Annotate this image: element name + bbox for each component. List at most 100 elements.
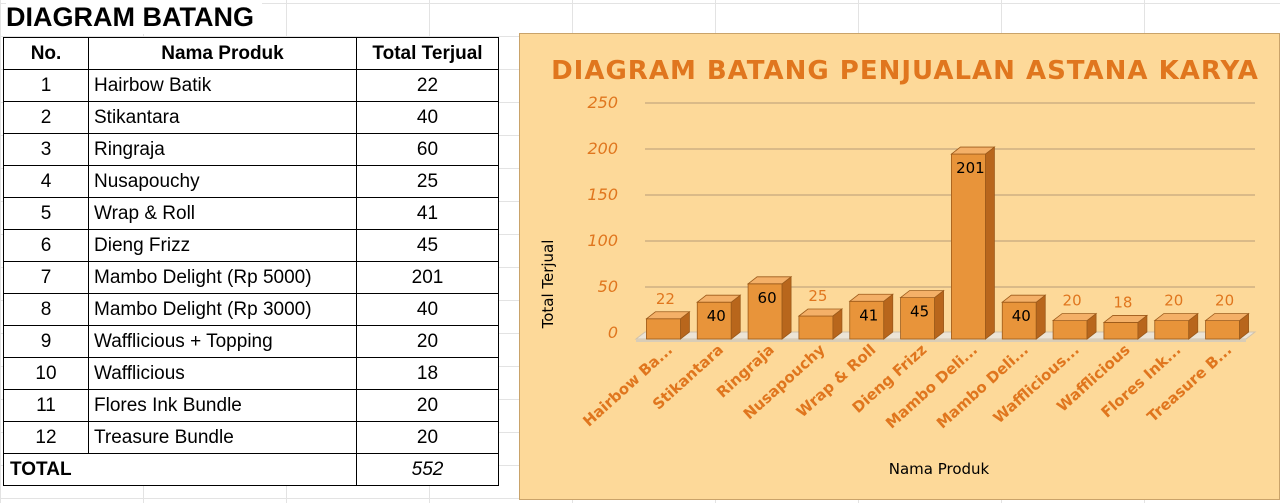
header-no[interactable]: No.	[3, 37, 89, 70]
header-total[interactable]: Total Terjual	[356, 37, 499, 70]
table-row: 2 Stikantara 40	[3, 101, 499, 134]
total-value[interactable]: 552	[356, 453, 499, 486]
x-tick-label: Mambo Deli...	[933, 341, 1032, 433]
bar-front	[951, 153, 986, 340]
y-tick-label: 250	[587, 93, 618, 112]
bar[interactable]	[645, 310, 691, 340]
cell-no[interactable]: 3	[3, 133, 89, 166]
cell-total[interactable]: 20	[356, 389, 499, 422]
category-labels: Hairbow Ba...StikantaraRingrajaNusapouch…	[579, 340, 1235, 432]
sheet-title: DIAGRAM BATANG	[6, 0, 262, 34]
bar[interactable]	[797, 308, 844, 340]
y-tick-label: 0	[608, 323, 618, 342]
cell-name[interactable]: Dieng Frizz	[88, 229, 357, 262]
table-header-row: No. Nama Produk Total Terjual	[3, 37, 499, 70]
cell-total[interactable]: 20	[356, 325, 499, 358]
data-label: 40	[707, 307, 726, 325]
cell-total[interactable]: 40	[356, 101, 499, 134]
cell-no[interactable]: 5	[3, 197, 89, 230]
data-label: 25	[808, 287, 827, 305]
cell-no[interactable]: 7	[3, 261, 89, 294]
bar-front	[849, 300, 885, 340]
data-label: 41	[859, 306, 878, 324]
bar[interactable]	[899, 289, 945, 340]
y-tick-label: 100	[587, 231, 618, 250]
y-tick-label: 50	[598, 277, 618, 296]
bar[interactable]	[696, 294, 742, 340]
cell-no[interactable]: 4	[3, 165, 89, 198]
cell-name[interactable]: Stikantara	[88, 101, 357, 134]
cell-total[interactable]: 22	[356, 69, 499, 102]
bar[interactable]	[848, 293, 894, 340]
cell-no[interactable]: 9	[3, 325, 89, 358]
cell-name[interactable]: Wafflicious	[88, 357, 357, 390]
bar[interactable]	[1051, 312, 1098, 340]
cell-no[interactable]: 2	[3, 101, 89, 134]
cell-no[interactable]: 1	[3, 69, 89, 102]
cell-total[interactable]: 20	[356, 421, 499, 454]
bar-side	[934, 289, 944, 340]
bar-front	[1205, 320, 1240, 340]
bar-chart[interactable]: 0 50 100 150 200 250 22 40 60 25 41 45 201 40 20 18 20 2…	[519, 33, 1280, 500]
cell-no[interactable]: 8	[3, 293, 89, 326]
bars	[645, 146, 1250, 340]
x-tick-label: Hairbow Ba...	[579, 341, 676, 431]
cell-name[interactable]: Wrap & Roll	[88, 197, 357, 230]
table-row: 6 Dieng Frizz 45	[3, 229, 499, 262]
y-tick-label: 150	[587, 185, 618, 204]
cell-name[interactable]: Hairbow Batik	[88, 69, 357, 102]
cell-name[interactable]: Wafflicious + Topping	[88, 325, 357, 358]
cell-name[interactable]: Ringraja	[88, 133, 357, 166]
bar-front	[1001, 301, 1037, 340]
bar-top	[1051, 313, 1098, 322]
bar[interactable]	[1001, 294, 1047, 340]
cell-total[interactable]: 45	[356, 229, 499, 262]
data-label: 201	[956, 159, 985, 177]
cell-no[interactable]: 6	[3, 229, 89, 262]
data-label: 22	[656, 290, 675, 308]
bar[interactable]	[746, 275, 793, 340]
bar[interactable]	[1204, 312, 1250, 340]
y-axis-title: Total Terjual	[539, 240, 557, 330]
sales-table: No. Nama Produk Total Terjual 1 Hairbow B…	[3, 37, 499, 486]
bar-front	[646, 318, 681, 340]
total-label[interactable]: TOTAL	[3, 453, 357, 486]
floor-edge	[636, 339, 1246, 342]
bar[interactable]	[1153, 312, 1199, 340]
cell-total[interactable]: 40	[356, 293, 499, 326]
cell-name[interactable]: Mambo Delight (Rp 3000)	[88, 293, 357, 326]
table-row: 11 Flores Ink Bundle 20	[3, 389, 499, 422]
table-row: 3 Ringraja 60	[3, 133, 499, 166]
cell-name[interactable]: Treasure Bundle	[88, 421, 357, 454]
bar-side	[781, 275, 792, 340]
cell-name[interactable]: Nusapouchy	[88, 165, 357, 198]
x-axis-title: Nama Produk	[889, 460, 990, 478]
chart-title: DIAGRAM BATANG PENJUALAN ASTANA KARYA	[551, 56, 1259, 86]
data-label: 20	[1063, 292, 1082, 310]
bar[interactable]	[1102, 314, 1149, 340]
cell-name[interactable]: Mambo Delight (Rp 5000)	[88, 261, 357, 294]
bar-front	[1052, 320, 1088, 340]
header-name[interactable]: Nama Produk	[88, 37, 357, 70]
cell-total[interactable]: 18	[356, 357, 499, 390]
bar[interactable]	[950, 146, 996, 340]
bar-top	[1001, 294, 1047, 303]
bar-top	[696, 294, 742, 303]
data-label: 40	[1012, 307, 1031, 325]
bar-top	[645, 311, 691, 320]
cell-total[interactable]: 60	[356, 133, 499, 166]
cell-no[interactable]: 12	[3, 421, 89, 454]
table-row: 4 Nusapouchy 25	[3, 165, 499, 198]
cell-no[interactable]: 10	[3, 357, 89, 390]
cell-total[interactable]: 201	[356, 261, 499, 294]
table-row: 9 Wafflicious + Topping 20	[3, 325, 499, 358]
bar-front	[1154, 320, 1190, 340]
cell-total[interactable]: 25	[356, 165, 499, 198]
data-labels: 22 40 60 25 41 45 201 40 20 18 20 20	[656, 159, 1234, 325]
cell-total[interactable]: 41	[356, 197, 499, 230]
total-row: TOTAL 552	[3, 453, 499, 486]
bar-front	[696, 301, 732, 340]
cell-no[interactable]: 11	[3, 389, 89, 422]
cell-name[interactable]: Flores Ink Bundle	[88, 389, 357, 422]
